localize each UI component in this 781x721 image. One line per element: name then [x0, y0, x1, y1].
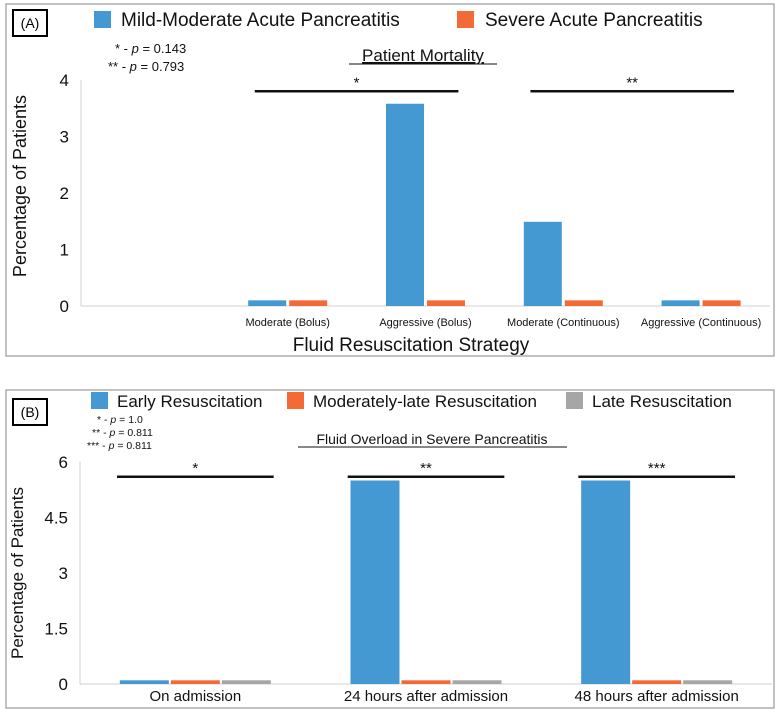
significance-label: **	[420, 460, 432, 477]
chart-b-yticks: 0 1.5 3 4.5 6	[44, 453, 68, 694]
bar	[289, 300, 328, 306]
legend-a-swatch-1	[457, 11, 474, 28]
bar	[683, 680, 733, 684]
chart-b-xticks: On admission 24 hours after admission 48 h…	[149, 688, 738, 705]
legend-a-label-1: Severe Acute Pancreatitis	[485, 10, 703, 31]
xtick-label: 24 hours after admission	[344, 688, 508, 705]
bar	[427, 300, 465, 306]
panel-b-label: (B)	[21, 404, 40, 420]
bar	[661, 300, 700, 306]
chart-a-xticks: Moderate (Bolus) Aggressive (Bolus) Modera…	[246, 317, 762, 329]
legend-b-swatch-1	[287, 392, 304, 409]
bar	[523, 221, 562, 306]
chart-a-bars	[248, 103, 741, 306]
chart-a-title: Patient Mortality	[362, 46, 484, 65]
ytick-label: 1	[60, 241, 69, 260]
chart-a-significance: * **	[254, 74, 734, 93]
bar	[401, 680, 451, 684]
pvalue-a-1: ** - p = 0.793	[108, 59, 184, 74]
bar	[581, 480, 631, 684]
panel-b-pvalues: * - p = 1.0 ** - p = 0.811 *** - p = 0.8…	[87, 414, 153, 452]
bar	[248, 300, 287, 306]
panel-b: (B) Early Resuscitation Moderately-late …	[5, 389, 775, 709]
ytick-label: 2	[60, 184, 69, 203]
chart-a-ylabel: Percentage of Patients	[10, 95, 30, 277]
significance-label: *	[192, 460, 198, 477]
panel-a-pvalues: * - p = 0.143 ** - p = 0.793	[108, 41, 186, 74]
chart-a-yticks: 0 1 2 3 4	[60, 71, 69, 316]
ytick-label: 6	[59, 453, 68, 472]
bar	[350, 480, 400, 684]
xtick-label: On admission	[149, 688, 241, 705]
chart-b-ylabel: Percentage of Patients	[8, 487, 27, 659]
ytick-label: 3	[59, 564, 68, 583]
legend-b-swatch-2	[566, 392, 583, 409]
legend-b-swatch-0	[91, 392, 108, 409]
xtick-label: Aggressive (Continuous)	[641, 317, 761, 329]
legend-b-label-1: Moderately-late Resuscitation	[313, 392, 537, 411]
pvalue-b-1: ** - p = 0.811	[92, 427, 153, 439]
panel-a-label-box	[12, 9, 48, 37]
pvalue-b-2: *** - p = 0.811	[87, 440, 152, 452]
ytick-label: 0	[59, 675, 68, 694]
panel-a-label: (A)	[21, 15, 40, 31]
bar	[386, 103, 424, 306]
bar	[452, 680, 502, 684]
pvalue-a-0: * - p = 0.143	[115, 41, 186, 56]
xtick-label: 48 hours after admission	[575, 688, 739, 705]
bar	[221, 680, 271, 684]
pvalue-b-0: * - p = 1.0	[97, 414, 143, 426]
ytick-label: 3	[60, 128, 69, 147]
bar	[170, 680, 220, 684]
significance-label: **	[626, 74, 638, 91]
legend-a-label-0: Mild-Moderate Acute Pancreatitis	[121, 10, 400, 31]
panel-a: (A) Mild-Moderate Acute Pancreatitis Sev…	[5, 3, 775, 357]
ytick-label: 0	[60, 297, 69, 316]
chart-b-title: Fluid Overload in Severe Pancreatitis	[316, 431, 547, 447]
legend-b-label-0: Early Resuscitation	[117, 392, 263, 411]
chart-a-xlabel: Fluid Resuscitation Strategy	[293, 335, 530, 356]
xtick-label: Moderate (Continuous)	[507, 317, 620, 329]
bar	[119, 680, 169, 684]
bar	[564, 300, 603, 306]
panel-b-label-box	[12, 398, 48, 426]
ytick-label: 4	[60, 71, 69, 90]
chart-b-significance: * ** ***	[117, 460, 735, 479]
xtick-label: Aggressive (Bolus)	[379, 317, 471, 329]
bar	[702, 300, 741, 306]
legend-a-swatch-0	[94, 11, 111, 28]
xtick-label: Moderate (Bolus)	[246, 317, 330, 329]
ytick-label: 4.5	[44, 509, 68, 528]
chart-b-bars	[119, 480, 733, 684]
significance-label: ***	[648, 460, 666, 477]
bar	[632, 680, 682, 684]
panel-b-legend: Early Resuscitation Moderately-late Resu…	[91, 392, 732, 411]
legend-b-label-2: Late Resuscitation	[592, 392, 732, 411]
panel-a-legend: Mild-Moderate Acute Pancreatitis Severe …	[94, 10, 703, 31]
chart-a-axes	[80, 80, 770, 307]
ytick-label: 1.5	[44, 620, 68, 639]
significance-label: *	[354, 74, 360, 91]
